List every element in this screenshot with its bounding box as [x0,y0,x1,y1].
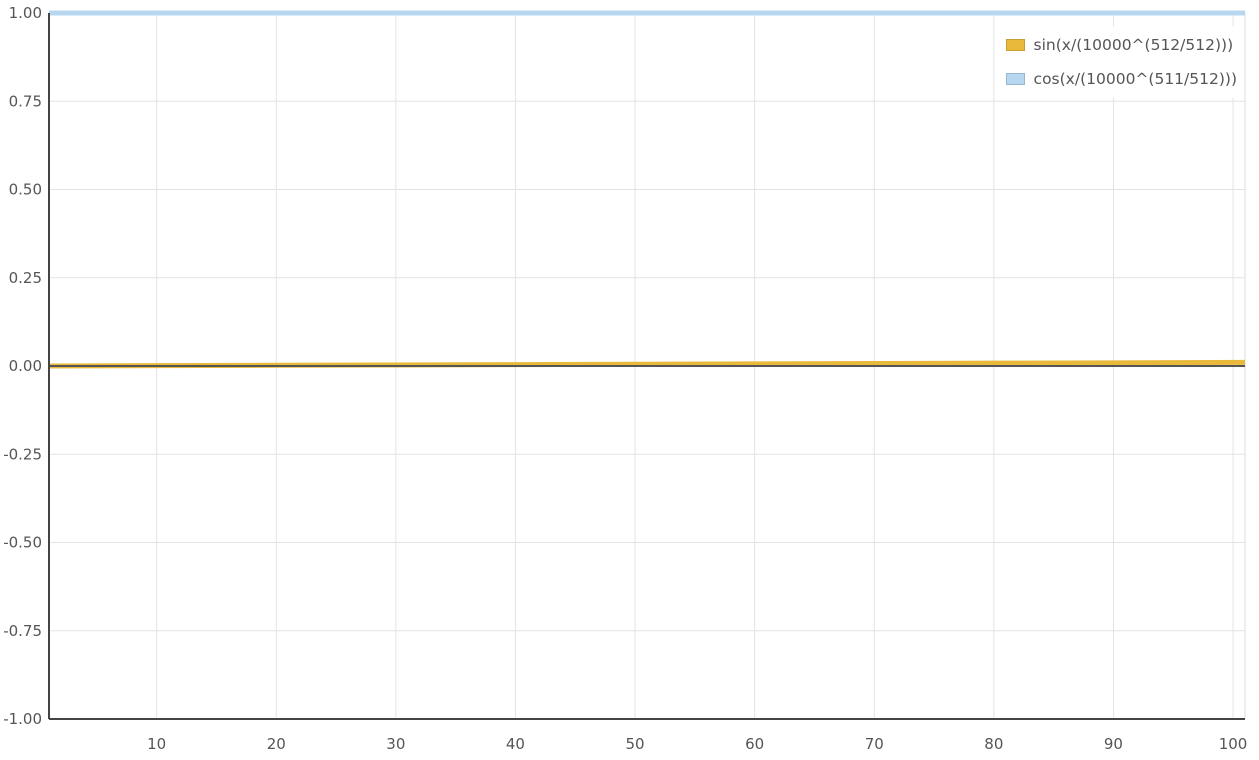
x-tick-label: 90 [1104,735,1123,753]
x-axis-ticks: 10 20 30 40 50 60 70 80 90 100 [147,735,1247,753]
y-tick-label: 0.50 [9,181,42,199]
x-tick-label: 10 [147,735,166,753]
x-tick-label: 70 [865,735,884,753]
legend-swatch-sin [1006,39,1025,51]
legend-item-sin[interactable]: sin(x/(10000^(512/512))) [1006,28,1237,62]
y-tick-label: 0.25 [9,269,42,287]
legend-item-cos[interactable]: cos(x/(10000^(511/512))) [1006,62,1237,96]
y-tick-label: -1.00 [3,710,42,728]
y-axis-ticks: 1.00 0.75 0.50 0.25 0.00 -0.25 -0.50 -0.75 -1.00 [3,4,42,728]
y-tick-label: 0.00 [9,357,42,375]
y-tick-label: -0.75 [3,622,42,640]
y-tick-label: 1.00 [9,4,42,22]
x-tick-label: 50 [625,735,644,753]
legend-swatch-cos [1006,73,1025,85]
x-tick-label: 40 [506,735,525,753]
legend-label-sin: sin(x/(10000^(512/512))) [1034,36,1234,54]
legend-label-cos: cos(x/(10000^(511/512))) [1034,70,1237,88]
y-tick-label: -0.25 [3,445,42,463]
x-tick-label: 80 [984,735,1003,753]
legend: sin(x/(10000^(512/512))) cos(x/(10000^(5… [1004,26,1239,98]
y-tick-label: -0.50 [3,534,42,552]
x-tick-label: 30 [386,735,405,753]
y-tick-label: 0.75 [9,92,42,110]
x-tick-label: 20 [267,735,286,753]
x-tick-label: 60 [745,735,764,753]
x-tick-label: 100 [1219,735,1248,753]
axes [49,13,1245,719]
